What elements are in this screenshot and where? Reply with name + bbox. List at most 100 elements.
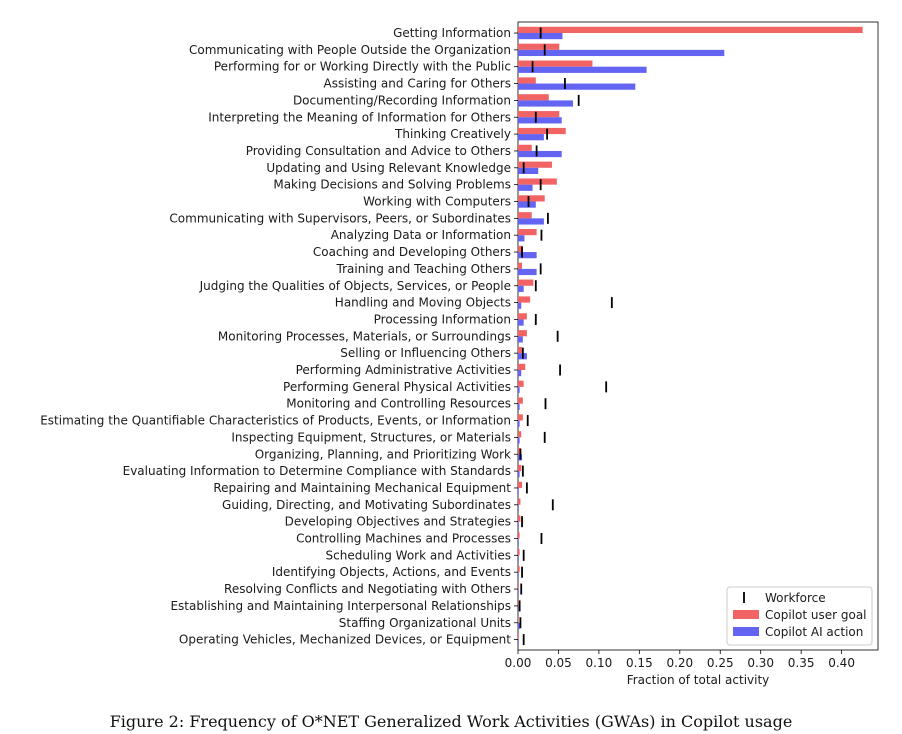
bar-ai-action — [518, 167, 539, 174]
bar-ai-action — [518, 49, 725, 57]
category-label: Scheduling Work and Activities — [326, 548, 511, 562]
category-label: Guiding, Directing, and Motivating Subor… — [222, 498, 511, 512]
bar-user-goal — [518, 178, 557, 185]
workforce-ticks-layer — [518, 27, 613, 646]
category-label: Resolving Conflicts and Negotiating with… — [224, 582, 511, 596]
category-label: Providing Consultation and Advice to Oth… — [246, 144, 511, 158]
category-label: Coaching and Developing Others — [313, 245, 511, 259]
bar-ai-action — [518, 66, 647, 73]
bar-user-goal — [518, 262, 523, 269]
bar-ai-action — [518, 268, 537, 276]
category-label: Judging the Qualities of Objects, Servic… — [199, 279, 511, 293]
legend-swatch-ai-action — [733, 627, 759, 636]
bar-user-goal — [518, 464, 522, 472]
bar-user-goal — [518, 195, 545, 202]
category-label: Evaluating Information to Determine Comp… — [123, 464, 511, 478]
category-label: Communicating with People Outside the Or… — [189, 43, 511, 57]
bar-ai-action — [518, 201, 536, 208]
bar-ai-action — [518, 184, 533, 191]
category-label: Monitoring Processes, Materials, or Surr… — [218, 329, 511, 343]
category-label: Establishing and Maintaining Interperson… — [170, 599, 511, 613]
bar-user-goal — [518, 633, 519, 640]
bar-ai-action — [518, 555, 519, 562]
category-label: Repairing and Maintaining Mechanical Equ… — [213, 481, 511, 495]
bar-ai-action — [518, 100, 574, 107]
bar-user-goal — [518, 229, 537, 236]
bar-ai-action — [518, 622, 520, 629]
x-tick-label: 0.10 — [586, 656, 613, 670]
plot-frame — [517, 21, 879, 651]
bar-ai-action — [518, 403, 520, 410]
gwa-bar-chart: Getting Information Communicating with Pe… — [40, 21, 879, 687]
category-label: Analyzing Data or Information — [331, 228, 511, 242]
bar-ai-action — [518, 252, 537, 259]
bar-user-goal — [518, 549, 520, 556]
category-label: Staffing Organizational Units — [339, 616, 511, 630]
bar-ai-action — [518, 285, 524, 292]
category-label: Working with Computers — [363, 195, 511, 209]
x-tick-label: 0.35 — [788, 656, 815, 670]
bar-user-goal — [518, 616, 519, 623]
x-tick-label: 0.00 — [505, 656, 532, 670]
legend-label-workforce: Workforce — [765, 591, 826, 605]
bar-ai-action — [518, 420, 520, 427]
bar-user-goal — [518, 498, 521, 505]
bar-user-goal — [518, 566, 520, 573]
bar-ai-action — [518, 302, 522, 309]
bar-ai-action — [518, 639, 519, 646]
bar-user-goal — [518, 397, 523, 404]
category-label: Documenting/Recording Information — [293, 93, 511, 107]
bar-user-goal — [518, 212, 532, 219]
bar-user-goal — [518, 313, 527, 320]
category-label: Identifying Objects, Actions, and Events — [272, 565, 511, 579]
bar-user-goal — [518, 346, 523, 354]
bar-user-goal — [518, 380, 524, 387]
bar-ai-action — [518, 521, 519, 528]
category-label: Handling and Moving Objects — [335, 296, 511, 310]
category-label: Selling or Influencing Others — [340, 346, 511, 360]
category-label: Performing for or Working Directly with … — [214, 60, 511, 74]
category-label: Assisting and Caring for Others — [324, 77, 511, 91]
bar-user-goal — [518, 43, 560, 50]
x-tick-label: 0.40 — [828, 656, 855, 670]
category-label: Organizing, Planning, and Prioritizing W… — [255, 447, 511, 461]
legend-label-user-goal: Copilot user goal — [765, 608, 867, 622]
bar-ai-action — [518, 504, 519, 511]
bar-user-goal — [518, 279, 534, 286]
bar-user-goal — [518, 431, 522, 438]
category-label: Inspecting Equipment, Structures, or Mat… — [231, 430, 511, 444]
bar-ai-action — [518, 437, 520, 444]
category-label: Developing Objectives and Strategies — [285, 515, 511, 529]
category-label: Interpreting the Meaning of Information … — [208, 110, 511, 124]
bar-user-goal — [518, 144, 532, 151]
bars-layer — [518, 26, 863, 646]
bar-ai-action — [518, 218, 544, 225]
bar-user-goal — [518, 330, 527, 337]
category-label: Controlling Machines and Processes — [296, 532, 511, 546]
bar-ai-action — [518, 572, 519, 579]
legend: Workforce Copilot user goal Copilot AI a… — [726, 586, 873, 646]
legend-swatch-user-goal — [733, 610, 759, 619]
bar-ai-action — [518, 370, 522, 377]
x-axis-title: Fraction of total activity — [627, 673, 770, 687]
bar-ai-action — [518, 235, 525, 242]
bar-ai-action — [518, 605, 519, 613]
category-label: Thinking Creatively — [394, 127, 511, 141]
bar-user-goal — [518, 414, 523, 421]
category-label: Monitoring and Controlling Resources — [286, 397, 511, 411]
legend-frame — [726, 586, 873, 646]
x-tick-label: 0.15 — [626, 656, 653, 670]
bar-ai-action — [518, 386, 520, 394]
bar-ai-action — [518, 134, 544, 141]
bar-user-goal — [518, 94, 549, 101]
category-label: Performing General Physical Activities — [283, 380, 511, 394]
bar-ai-action — [518, 319, 524, 326]
category-label: Estimating the Quantifiable Characterist… — [40, 414, 511, 428]
x-tick-label: 0.05 — [545, 656, 572, 670]
category-label: Performing Administrative Activities — [296, 363, 511, 377]
category-label: Operating Vehicles, Mechanized Devices, … — [179, 633, 511, 647]
bar-ai-action — [518, 336, 523, 343]
x-tick-label: 0.30 — [747, 656, 774, 670]
bar-user-goal — [518, 481, 523, 488]
bar-user-goal — [518, 532, 520, 539]
